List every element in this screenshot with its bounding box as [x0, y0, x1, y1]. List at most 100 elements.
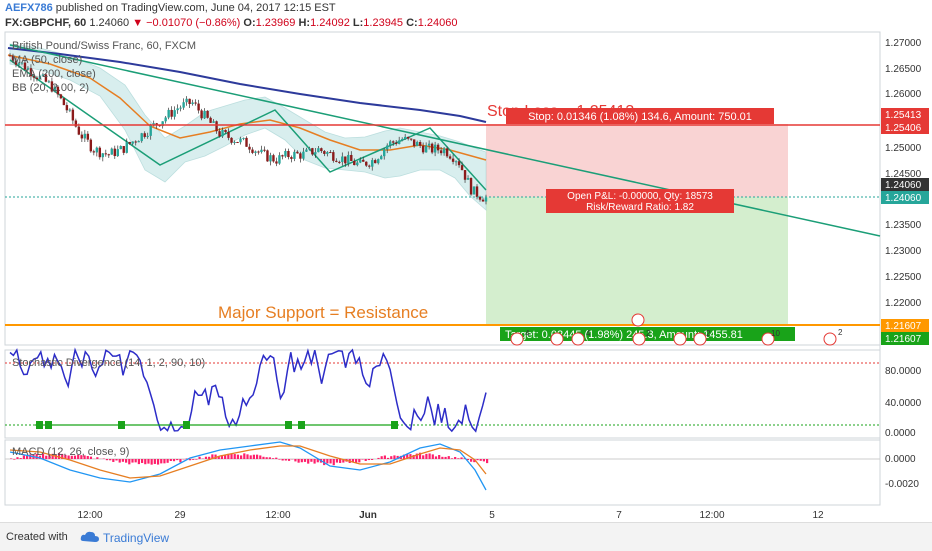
candle-body[interactable]: [431, 144, 433, 153]
candle-body[interactable]: [338, 162, 340, 163]
candle-body[interactable]: [347, 155, 349, 163]
candle-body[interactable]: [66, 105, 68, 110]
candle-body[interactable]: [233, 142, 235, 143]
candle-body[interactable]: [443, 148, 445, 153]
candle-body[interactable]: [326, 152, 328, 154]
candle-body[interactable]: [78, 127, 80, 135]
candle-body[interactable]: [425, 146, 427, 153]
candle-body[interactable]: [449, 156, 451, 158]
candle-body[interactable]: [138, 141, 140, 142]
candle-body[interactable]: [317, 148, 319, 152]
candle-body[interactable]: [218, 131, 220, 136]
event-badge[interactable]: [824, 333, 836, 345]
tradingview-brand[interactable]: TradingView: [103, 531, 169, 545]
candle-body[interactable]: [464, 170, 466, 180]
candle-body[interactable]: [176, 108, 178, 110]
candle-body[interactable]: [212, 121, 214, 123]
candle-body[interactable]: [413, 139, 415, 146]
candle-body[interactable]: [368, 166, 370, 167]
candle-body[interactable]: [81, 135, 83, 139]
candle-body[interactable]: [320, 148, 322, 151]
candle-body[interactable]: [254, 152, 256, 153]
candle-body[interactable]: [434, 145, 436, 153]
candle-body[interactable]: [482, 200, 484, 202]
candle-body[interactable]: [105, 153, 107, 154]
candle-body[interactable]: [356, 163, 358, 166]
candle-body[interactable]: [455, 161, 457, 162]
candle-body[interactable]: [272, 155, 274, 161]
candle-body[interactable]: [63, 98, 65, 105]
candle-body[interactable]: [120, 146, 122, 149]
candle-body[interactable]: [167, 110, 169, 118]
event-badge[interactable]: [572, 333, 584, 345]
candle-body[interactable]: [266, 150, 268, 161]
candle-body[interactable]: [308, 148, 310, 149]
candle-body[interactable]: [60, 94, 62, 98]
candle-body[interactable]: [278, 155, 280, 163]
candle-body[interactable]: [350, 155, 352, 161]
candle-body[interactable]: [407, 137, 409, 139]
candle-body[interactable]: [293, 152, 295, 159]
candle-body[interactable]: [129, 142, 131, 144]
candle-body[interactable]: [287, 151, 289, 157]
profit-target-zone[interactable]: [486, 197, 788, 325]
candle-body[interactable]: [341, 156, 343, 162]
candle-body[interactable]: [476, 186, 478, 196]
candle-body[interactable]: [302, 152, 304, 159]
event-badge[interactable]: [632, 314, 644, 326]
candle-body[interactable]: [374, 160, 376, 163]
candle-body[interactable]: [173, 110, 175, 117]
candle-body[interactable]: [99, 148, 101, 157]
candle-body[interactable]: [117, 149, 119, 156]
candle-body[interactable]: [428, 144, 430, 146]
candle-body[interactable]: [332, 152, 334, 161]
candle-body[interactable]: [96, 148, 98, 153]
candle-body[interactable]: [479, 197, 481, 200]
candle-body[interactable]: [188, 99, 190, 104]
candle-body[interactable]: [182, 102, 184, 107]
candle-body[interactable]: [416, 142, 418, 146]
candle-body[interactable]: [224, 130, 226, 132]
candle-body[interactable]: [440, 150, 442, 153]
candle-body[interactable]: [197, 104, 199, 111]
candle-body[interactable]: [269, 155, 271, 161]
candle-body[interactable]: [141, 133, 143, 141]
candle-body[interactable]: [242, 138, 244, 139]
candle-body[interactable]: [150, 125, 152, 136]
candle-body[interactable]: [263, 150, 265, 151]
candle-body[interactable]: [437, 145, 439, 151]
candle-body[interactable]: [446, 148, 448, 156]
candle-body[interactable]: [9, 55, 11, 56]
candle-body[interactable]: [329, 152, 331, 153]
candle-body[interactable]: [362, 160, 364, 162]
candle-body[interactable]: [290, 157, 292, 159]
candle-body[interactable]: [344, 156, 346, 163]
candle-body[interactable]: [458, 161, 460, 165]
candle-body[interactable]: [470, 178, 472, 194]
candle-body[interactable]: [275, 161, 277, 163]
candle-body[interactable]: [135, 142, 137, 143]
candle-body[interactable]: [365, 162, 367, 166]
candle-body[interactable]: [299, 153, 301, 158]
candle-body[interactable]: [123, 146, 125, 153]
candle-body[interactable]: [395, 143, 397, 144]
candle-body[interactable]: [114, 149, 116, 156]
candle-body[interactable]: [90, 140, 92, 152]
candle-body[interactable]: [72, 110, 74, 121]
candle-body[interactable]: [147, 136, 149, 137]
candle-body[interactable]: [398, 140, 400, 143]
candle-body[interactable]: [84, 134, 86, 139]
chart-canvas[interactable]: Stop Loss = 1.25413 Stop: 0.01346 (1.08%…: [0, 0, 932, 522]
candle-body[interactable]: [284, 151, 286, 156]
candle-body[interactable]: [323, 151, 325, 154]
candle-body[interactable]: [144, 133, 146, 137]
candle-body[interactable]: [389, 141, 391, 145]
candle-body[interactable]: [380, 156, 382, 159]
candle-body[interactable]: [248, 147, 250, 150]
candle-body[interactable]: [185, 99, 187, 102]
event-badge[interactable]: [511, 333, 523, 345]
candle-body[interactable]: [108, 154, 110, 155]
candle-body[interactable]: [179, 108, 181, 109]
candle-body[interactable]: [209, 118, 211, 123]
candle-body[interactable]: [386, 146, 388, 150]
